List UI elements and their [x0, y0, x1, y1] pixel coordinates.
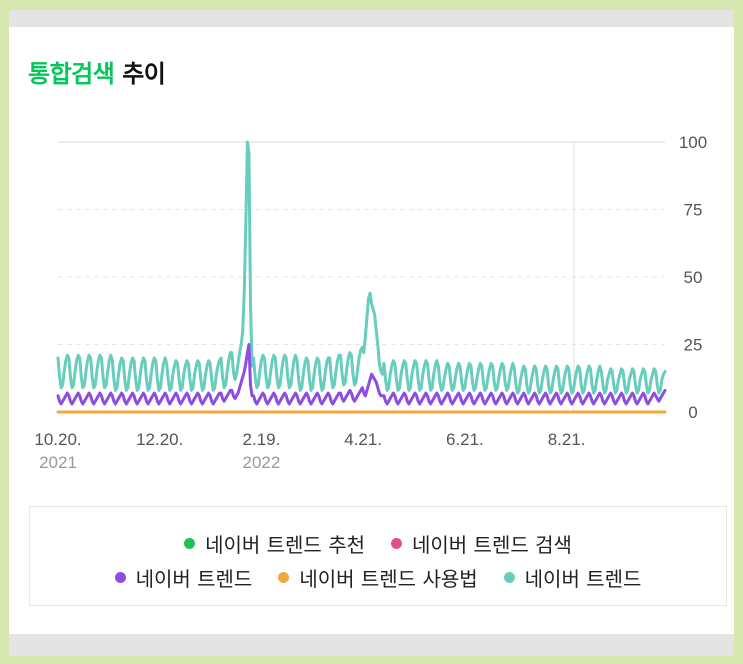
- x-tick-label: 2.19.: [243, 430, 281, 449]
- legend-dot: [114, 572, 126, 583]
- x-tick-year-label: 2022: [243, 453, 281, 472]
- chart-title-rest: 추이: [122, 60, 166, 88]
- legend-label: 네이버 트렌드 추천: [205, 533, 365, 557]
- legend-item: 네이버 트렌드: [114, 563, 253, 592]
- series-line-4: [56, 140, 667, 395]
- chart-title-accent: 통합검색: [28, 60, 115, 88]
- legend-row: 네이버 트렌드 추천 네이버 트렌드 검색: [30, 529, 726, 558]
- legend-item: 네이버 트렌드 사용법: [278, 563, 478, 592]
- y-tick-label: 75: [684, 201, 703, 220]
- x-tick-label: 6.21.: [446, 430, 484, 449]
- legend-item: 네이버 트렌드 추천: [184, 529, 365, 558]
- legend-label: 네이버 트렌드 사용법: [299, 567, 478, 591]
- y-tick-label: 50: [684, 268, 703, 287]
- series-line-2: [56, 343, 667, 406]
- legend-dot: [278, 572, 290, 583]
- x-tick-label: 8.21.: [548, 430, 586, 449]
- legend-item: 네이버 트렌드 검색: [391, 529, 572, 558]
- legend-row: 네이버 트렌드 네이버 트렌드 사용법 네이버 트렌드: [30, 563, 726, 592]
- y-tick-label: 0: [688, 403, 697, 422]
- y-tick-label: 100: [679, 133, 707, 152]
- top-bar: [9, 10, 734, 27]
- legend-dot: [184, 538, 196, 549]
- x-tick-label: 10.20.: [34, 430, 81, 449]
- y-tick-label: 25: [684, 336, 703, 355]
- x-tick-year-label: 2021: [39, 453, 77, 472]
- legend-label: 네이버 트렌드: [524, 567, 642, 591]
- legend-item: 네이버 트렌드: [503, 563, 642, 592]
- chart-title: 통합검색 추이: [28, 54, 166, 89]
- x-tick-label: 12.20.: [136, 430, 183, 449]
- legend-dot: [503, 572, 515, 583]
- legend-dot: [391, 538, 402, 549]
- chart-legend: 네이버 트렌드 추천 네이버 트렌드 검색 네이버 트렌드 네이버 트렌드 사용법 네…: [29, 506, 727, 606]
- legend-label: 네이버 트렌드 검색: [412, 533, 572, 557]
- x-tick-label: 4.21.: [344, 430, 382, 449]
- bottom-bar: [9, 634, 734, 656]
- legend-label: 네이버 트렌드: [135, 567, 253, 591]
